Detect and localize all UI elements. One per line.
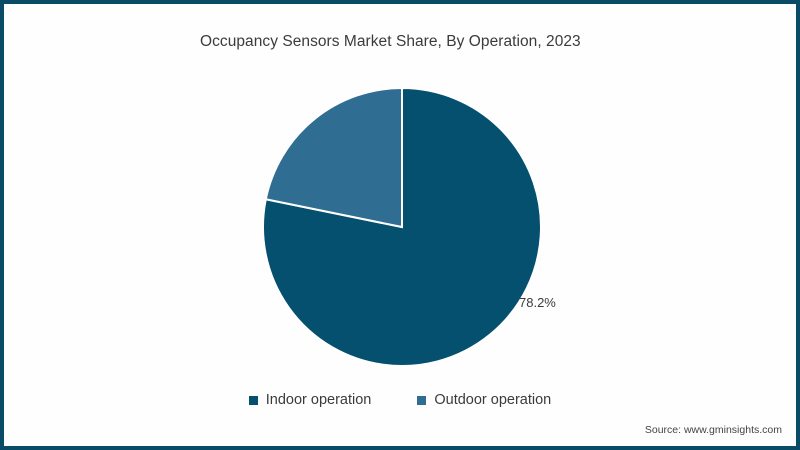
legend-item-outdoor-operation[interactable]: Outdoor operation [417, 392, 551, 408]
legend-label-outdoor: Outdoor operation [434, 392, 552, 408]
legend-swatch-icon-indoor [248, 395, 258, 405]
legend-swatch-icon-outdoor [417, 395, 427, 405]
page-title: Occupancy Sensors Market Share, By Opera… [200, 33, 581, 50]
pie-data-label-indoor: 78.2% [519, 295, 556, 310]
pie-slice-indoor-operation[interactable] [262, 86, 542, 367]
source-attribution: Source: www.gminsights.com [644, 424, 782, 436]
chart-legend: Indoor operation Outdoor operation [0, 392, 800, 408]
pie-chart [262, 86, 542, 367]
pie-chart-svg [262, 86, 542, 367]
legend-label-indoor: Indoor operation [265, 392, 372, 408]
pie-slice-outdoor-operation[interactable] [264, 86, 403, 229]
legend-item-indoor-operation[interactable]: Indoor operation [248, 392, 372, 408]
